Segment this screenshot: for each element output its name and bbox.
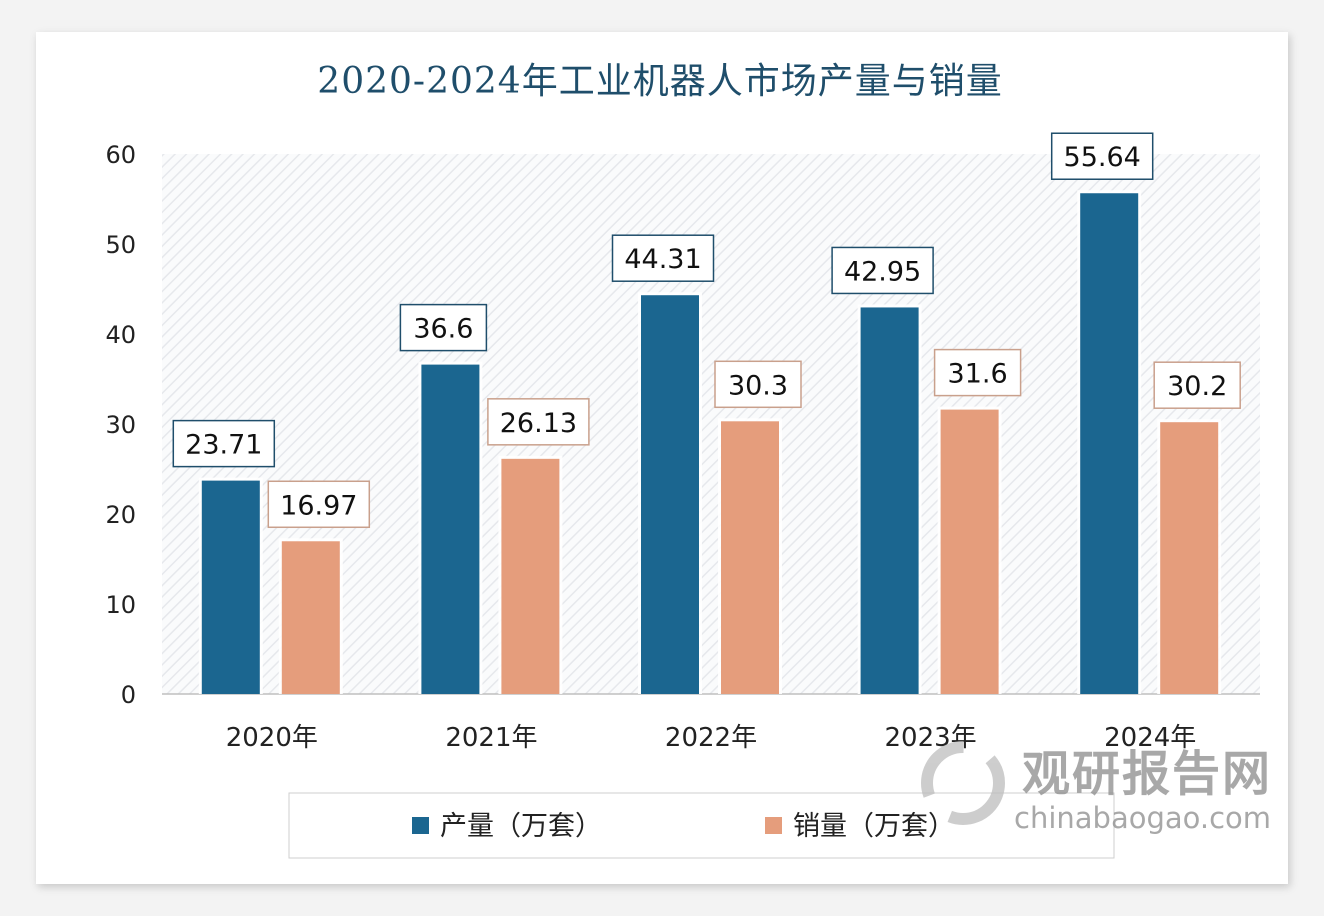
- chart-title: 2020-2024年工业机器人市场产量与销量: [317, 61, 1002, 102]
- x-tick-label: 2020年: [226, 723, 318, 753]
- legend-swatch-0: [412, 817, 429, 834]
- y-tick-label: 50: [105, 231, 136, 259]
- y-tick-label: 10: [105, 591, 136, 619]
- data-label: 26.13: [500, 408, 577, 439]
- watermark-en: chinabaogao.com: [1014, 801, 1271, 835]
- bar-sales: [940, 409, 999, 694]
- data-label-box: [1153, 361, 1241, 409]
- data-label: 42.95: [844, 256, 921, 287]
- bar-sales: [281, 541, 340, 694]
- data-label: 23.71: [185, 430, 262, 461]
- legend-swatch-1: [765, 817, 782, 834]
- data-label: 55.64: [1064, 142, 1141, 173]
- watermark-logo: 观研报告网 chinabaogao.com: [921, 741, 1272, 835]
- x-tick-label: 2022年: [665, 723, 757, 753]
- legend-label: 销量（万套）: [793, 811, 955, 842]
- data-label: 44.31: [624, 244, 701, 275]
- bar-sales: [501, 458, 560, 694]
- data-label-box: [611, 234, 715, 282]
- x-tick-label: 2024年: [1104, 723, 1196, 753]
- watermark-logo-icon: [921, 741, 1005, 825]
- x-tick-label: 2021年: [445, 723, 537, 753]
- data-label: 16.97: [280, 490, 357, 521]
- y-tick-label: 0: [121, 681, 136, 709]
- y-tick-label: 20: [105, 501, 136, 529]
- data-label-box: [1050, 132, 1154, 180]
- data-label: 30.2: [1167, 371, 1227, 402]
- bar-production: [201, 480, 260, 694]
- data-label-box: [933, 348, 1022, 397]
- data-label-box: [487, 398, 590, 446]
- bar-sales: [1160, 422, 1219, 694]
- data-label: 36.6: [413, 314, 473, 345]
- data-label-box: [399, 303, 488, 352]
- bar-production: [641, 295, 699, 694]
- data-label: 31.6: [948, 359, 1008, 390]
- bar-production: [1080, 193, 1139, 695]
- bar-production: [860, 307, 919, 694]
- y-tick-label: 40: [105, 321, 136, 349]
- watermark-cn: 观研报告网: [1022, 746, 1272, 802]
- legend-label: 产量（万套）: [440, 811, 602, 842]
- data-label-box: [714, 360, 802, 409]
- data-label-box: [267, 480, 371, 529]
- data-label: 30.3: [728, 370, 788, 401]
- data-label-box: [831, 246, 934, 295]
- bar-sales: [721, 421, 779, 694]
- y-tick-label: 30: [105, 411, 136, 439]
- y-tick-label: 60: [105, 141, 136, 169]
- bar-production: [421, 364, 480, 694]
- data-label-box: [172, 419, 276, 468]
